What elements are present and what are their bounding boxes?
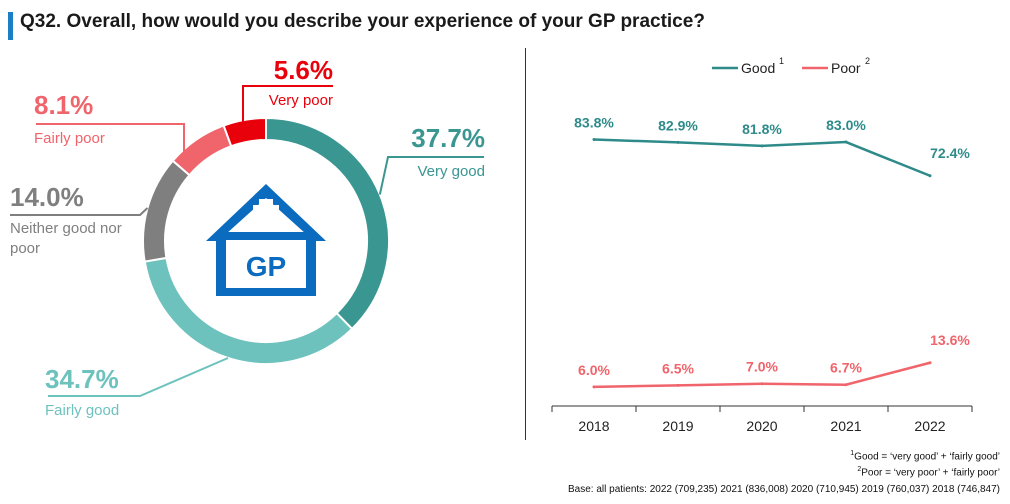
data-point-good-2022 <box>928 174 932 178</box>
donut-slice-neither-good-nor-poor <box>142 159 191 263</box>
data-point-good-2020 <box>760 144 764 148</box>
footnote-good: 1Good = ‘very good’ + ‘fairly good’ <box>850 450 1000 463</box>
footnote-base: Base: all patients: 2022 (709,235) 2021 … <box>568 484 1000 495</box>
donut-leader-very-good <box>378 156 484 195</box>
donut-value-fairly-poor: 8.1% <box>34 90 93 120</box>
donut-label-neither-good-nor-poor-line1: Neither good nor <box>10 220 122 237</box>
data-label-poor-2020: 7.0% <box>746 359 778 375</box>
data-label-good-2022: 72.4% <box>930 145 970 161</box>
donut-leader-very-poor <box>242 85 333 140</box>
data-point-poor-2020 <box>760 382 764 386</box>
donut-value-neither-good-nor-poor: 14.0% <box>10 182 84 212</box>
gp-cross-horizontal <box>253 205 279 219</box>
donut-value-very-good: 37.7% <box>411 123 485 153</box>
donut-leader-fairly-good <box>48 357 229 397</box>
title-accent-bar <box>8 12 13 40</box>
data-point-poor-2019 <box>676 383 680 387</box>
data-point-good-2019 <box>676 140 680 144</box>
data-label-good-2021: 83.0% <box>826 117 866 133</box>
x-tick-label-2020: 2020 <box>746 418 777 434</box>
donut-slice-fairly-poor <box>171 124 233 177</box>
donut-value-very-poor: 5.6% <box>274 55 333 85</box>
data-label-poor-2021: 6.7% <box>830 360 862 376</box>
data-point-poor-2018 <box>592 385 596 389</box>
legend-label-good: Good <box>741 60 775 76</box>
donut-leader-fairly-poor <box>36 123 185 152</box>
data-label-good-2018: 83.8% <box>574 115 614 131</box>
legend-superscript-good: 1 <box>779 56 784 66</box>
donut-label-fairly-poor: Fairly poor <box>34 130 105 147</box>
donut-leader-neither-good-nor-poor <box>10 207 149 216</box>
x-tick-label-2022: 2022 <box>914 418 945 434</box>
panel-divider <box>525 48 526 440</box>
x-tick-label-2019: 2019 <box>662 418 693 434</box>
donut-label-neither-good-nor-poor-line2: poor <box>10 240 40 257</box>
data-point-poor-2021 <box>844 383 848 387</box>
donut-label-very-good: Very good <box>417 163 485 180</box>
data-label-poor-2022: 13.6% <box>930 332 970 348</box>
gp-house-window <box>226 240 306 288</box>
data-point-good-2018 <box>592 138 596 142</box>
data-label-good-2019: 82.9% <box>658 117 698 133</box>
donut-value-fairly-good: 34.7% <box>45 364 119 394</box>
data-point-poor-2022 <box>928 361 932 365</box>
legend-label-poor: Poor <box>831 60 861 76</box>
donut-slice-very-poor <box>222 116 267 148</box>
data-point-good-2021 <box>844 140 848 144</box>
x-tick-label-2021: 2021 <box>830 418 861 434</box>
data-label-poor-2019: 6.5% <box>662 360 694 376</box>
donut-label-fairly-good: Fairly good <box>45 402 119 419</box>
page-title: Q32. Overall, how would you describe you… <box>20 11 705 32</box>
data-label-poor-2018: 6.0% <box>578 362 610 378</box>
legend-superscript-poor: 2 <box>865 56 870 66</box>
x-tick-label-2018: 2018 <box>578 418 609 434</box>
donut-label-very-poor: Very poor <box>269 92 333 109</box>
data-label-good-2020: 81.8% <box>742 121 782 137</box>
footnote-poor: 2Poor = ‘very poor’ + ‘fairly poor’ <box>857 466 1000 479</box>
gp-icon-text: GP <box>246 251 286 282</box>
